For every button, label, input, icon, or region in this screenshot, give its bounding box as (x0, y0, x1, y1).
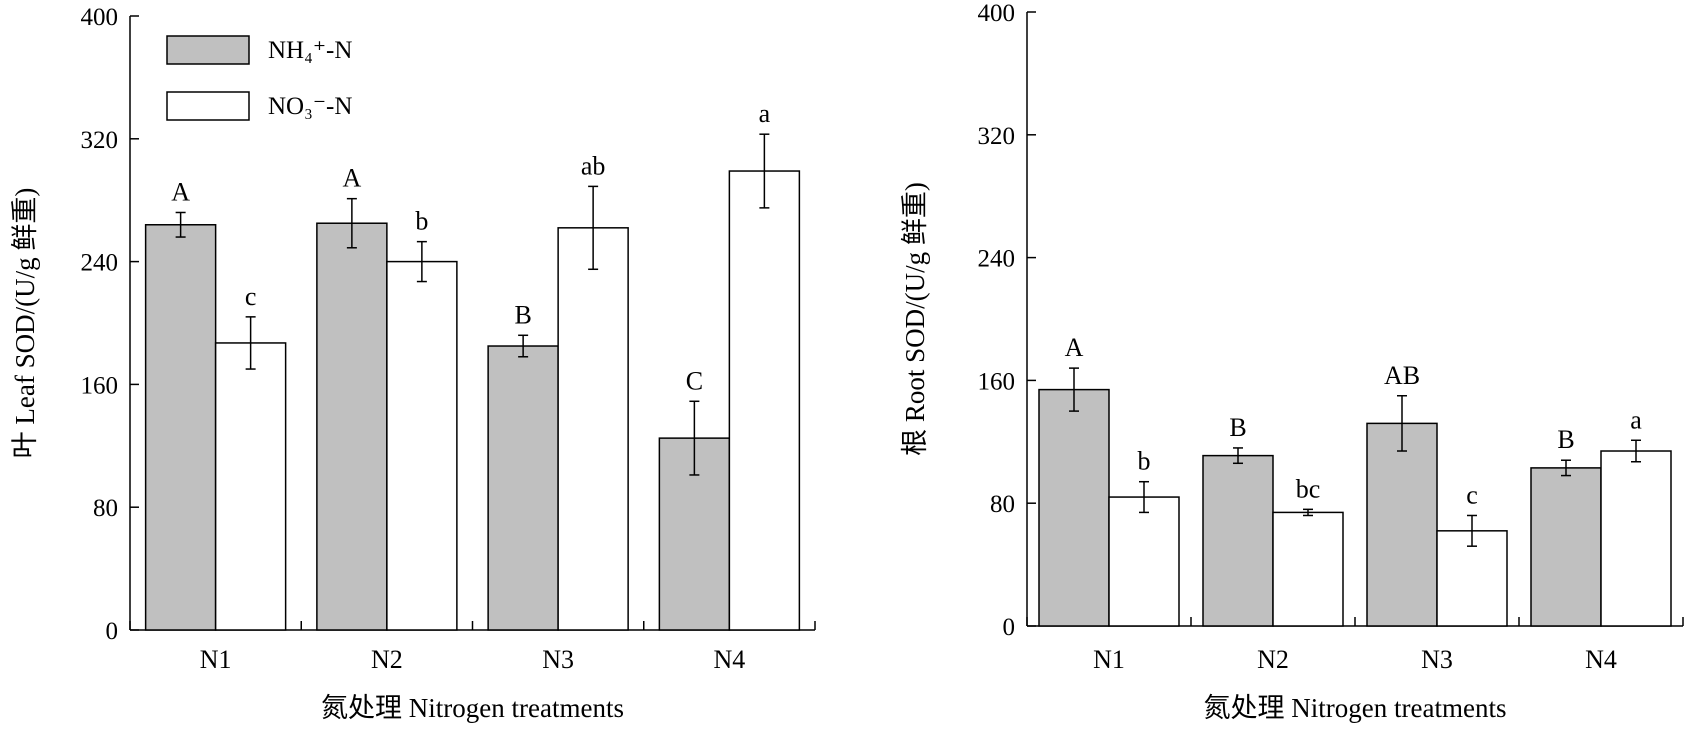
root-bar-no3 (1108, 496, 1180, 627)
root-bar-nh4 (1366, 422, 1438, 627)
legend-label-nh4: NH₄⁺-N (268, 37, 352, 64)
root-significance-label: bc (1296, 474, 1321, 503)
leaf-significance-label: B (514, 300, 531, 329)
root-significance-label: c (1466, 480, 1478, 509)
root-y-tick-label: 400 (978, 0, 1016, 27)
root-bar-nh4 (1038, 388, 1110, 627)
root-significance-label: A (1065, 333, 1084, 362)
root-y-tick-label: 80 (990, 491, 1015, 518)
root-significance-label: a (1630, 405, 1642, 434)
root-y-tick-label: 240 (978, 246, 1016, 273)
leaf-y-tick-label: 160 (81, 372, 119, 399)
leaf-bar-nh4 (316, 222, 388, 631)
leaf-category-label: N2 (371, 645, 403, 674)
legend-swatch-no3 (166, 91, 250, 121)
root-significance-label: b (1138, 447, 1151, 476)
leaf-bar-no3 (557, 227, 629, 631)
root-significance-label: B (1557, 425, 1574, 454)
root-bar-no3 (1600, 450, 1672, 627)
leaf-y-tick-label: 400 (81, 4, 119, 31)
root-category-label: N1 (1093, 645, 1125, 674)
leaf-y-tick-label: 320 (81, 127, 119, 154)
leaf-significance-label: a (759, 99, 771, 128)
root-x-axis-title: 氮处理 Nitrogen treatments (1204, 693, 1507, 723)
leaf-significance-label: b (415, 207, 428, 236)
leaf-category-label: N1 (200, 645, 232, 674)
leaf-bar-no3 (386, 260, 458, 631)
root-category-label: N2 (1257, 645, 1289, 674)
legend-swatch-nh4 (166, 35, 250, 65)
legend: NH₄⁺-N NO₃⁻-N (166, 35, 352, 121)
root-y-tick-label: 0 (1003, 614, 1016, 641)
root-y-axis-title: 根 Root SOD/(U/g 鲜重) (900, 182, 930, 456)
root-category-label: N3 (1421, 645, 1453, 674)
leaf-y-tick-label: 0 (106, 618, 119, 645)
leaf-y-axis-title: 叶 Leaf SOD/(U/g 鲜重) (10, 188, 40, 459)
root-significance-label: B (1229, 413, 1246, 442)
leaf-y-tick-label: 80 (93, 495, 118, 522)
root-y-tick-label: 320 (978, 123, 1016, 150)
leaf-category-label: N3 (542, 645, 574, 674)
leaf-x-axis-title: 氮处理 Nitrogen treatments (321, 693, 624, 723)
leaf-bar-no3 (214, 342, 287, 631)
leaf-bar-no3 (728, 170, 801, 631)
root-bar-nh4 (1202, 454, 1274, 627)
root-bar-nh4 (1530, 467, 1602, 627)
leaf-significance-label: c (245, 282, 257, 311)
leaf-significance-label: ab (581, 151, 606, 180)
leaf-bar-nh4 (487, 345, 559, 631)
leaf-significance-label: C (686, 366, 703, 395)
root-significance-label: AB (1384, 361, 1420, 390)
leaf-y-tick-label: 240 (81, 250, 119, 277)
leaf-significance-label: A (342, 164, 361, 193)
root-category-label: N4 (1585, 645, 1617, 674)
root-y-tick-label: 160 (978, 368, 1016, 395)
root-bar-no3 (1272, 511, 1344, 627)
leaf-category-label: N4 (713, 645, 745, 674)
legend-label-no3: NO₃⁻-N (268, 93, 352, 120)
leaf-significance-label: A (171, 177, 190, 206)
